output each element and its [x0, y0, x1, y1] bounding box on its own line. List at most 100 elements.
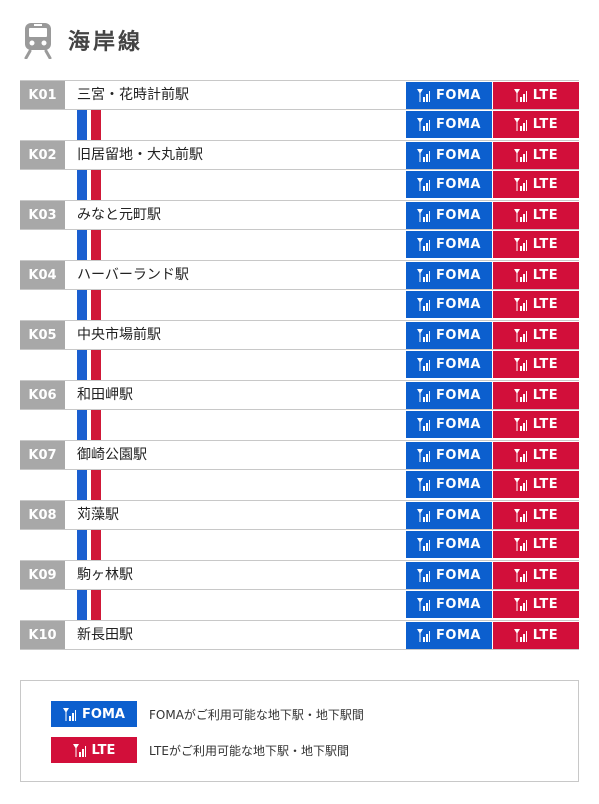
train-icon — [24, 23, 52, 59]
signal-icon — [513, 538, 527, 551]
foma-label: FOMA — [436, 568, 481, 583]
lte-label: LTE — [532, 568, 559, 583]
lte-label: LTE — [532, 357, 559, 372]
signal-icon — [417, 329, 431, 342]
signal-icon — [513, 598, 527, 611]
station-code: K05 — [20, 321, 65, 349]
lte-badge: LTE — [493, 171, 579, 198]
foma-stripe — [77, 410, 87, 440]
line-stripes — [77, 530, 101, 560]
station-code: K08 — [20, 501, 65, 529]
signal-icon — [417, 209, 431, 222]
line-stripes — [77, 230, 101, 260]
lte-stripe — [91, 110, 101, 140]
lte-label: LTE — [532, 537, 559, 552]
station-row: K07 御崎公園駅 FOMA LTE — [20, 440, 579, 470]
lte-label: LTE — [532, 628, 559, 643]
lte-stripe — [91, 590, 101, 620]
station-row: K05 中央市場前駅 FOMA LTE — [20, 320, 579, 350]
lte-label: LTE — [532, 417, 559, 432]
foma-stripe — [77, 290, 87, 320]
foma-label: FOMA — [436, 357, 481, 372]
foma-label: FOMA — [436, 448, 481, 463]
station-name: 新長田駅 — [77, 627, 133, 643]
lte-label: LTE — [532, 448, 559, 463]
lte-stripe — [91, 530, 101, 560]
signal-icon — [417, 629, 431, 642]
section-row: FOMA LTE — [20, 410, 579, 440]
station-row: K06 和田岬駅 FOMA LTE — [20, 380, 579, 410]
section-row: FOMA LTE — [20, 110, 579, 140]
foma-badge: FOMA — [406, 202, 492, 229]
foma-badge: FOMA — [406, 531, 492, 558]
signal-icon — [513, 178, 527, 191]
signal-icon — [513, 478, 527, 491]
station-row: K08 苅藻駅 FOMA LTE — [20, 500, 579, 530]
lte-label: LTE — [532, 148, 559, 163]
lte-label: LTE — [91, 742, 116, 758]
signal-icon — [513, 209, 527, 222]
lte-badge: LTE — [493, 262, 579, 289]
signal-icon — [417, 178, 431, 191]
foma-badge: FOMA — [406, 351, 492, 378]
foma-label: FOMA — [436, 88, 481, 103]
section-row: FOMA LTE — [20, 170, 579, 200]
foma-label: FOMA — [436, 417, 481, 432]
section-row: FOMA LTE — [20, 590, 579, 620]
station-code: K04 — [20, 261, 65, 289]
section-row: FOMA LTE — [20, 290, 579, 320]
foma-badge: FOMA — [406, 442, 492, 469]
legend: FOMA FOMAがご利用可能な地下駅・地下駅間 LTE LTEがご利用可能な地… — [20, 680, 579, 782]
lte-badge: LTE — [493, 202, 579, 229]
station-name: 苅藻駅 — [77, 507, 119, 523]
legend-foma-text: FOMAがご利用可能な地下駅・地下駅間 — [149, 707, 364, 722]
foma-badge: FOMA — [406, 171, 492, 198]
section-row: FOMA LTE — [20, 530, 579, 560]
signal-icon — [513, 238, 527, 251]
lte-badge: LTE — [493, 471, 579, 498]
lte-label: LTE — [532, 597, 559, 612]
station-list: K01 三宮・花時計前駅 FOMA LTE FOMA LTE K02 旧居留地・大丸前駅 FOM… — [20, 80, 579, 650]
foma-badge: FOMA — [406, 231, 492, 258]
lte-badge: LTE — [493, 111, 579, 138]
foma-label: FOMA — [436, 508, 481, 523]
foma-label: FOMA — [436, 477, 481, 492]
foma-stripe — [77, 530, 87, 560]
foma-label: FOMA — [436, 208, 481, 223]
station-code: K09 — [20, 561, 65, 589]
line-stripes — [77, 590, 101, 620]
lte-stripe — [91, 230, 101, 260]
signal-icon — [417, 358, 431, 371]
signal-icon — [417, 418, 431, 431]
station-code: K06 — [20, 381, 65, 409]
signal-icon — [513, 509, 527, 522]
foma-badge: FOMA — [406, 471, 492, 498]
signal-icon — [417, 449, 431, 462]
signal-icon — [417, 538, 431, 551]
lte-badge: LTE — [493, 231, 579, 258]
signal-icon — [417, 478, 431, 491]
signal-icon — [513, 389, 527, 402]
station-code: K02 — [20, 141, 65, 169]
foma-stripe — [77, 110, 87, 140]
page-title: 海岸線 — [68, 30, 144, 55]
lte-badge: LTE — [493, 82, 579, 109]
foma-label: FOMA — [436, 297, 481, 312]
foma-badge: FOMA — [406, 111, 492, 138]
signal-icon — [417, 89, 431, 102]
lte-label: LTE — [532, 177, 559, 192]
station-name: ハーバーランド駅 — [77, 267, 189, 283]
signal-icon — [513, 149, 527, 162]
line-stripes — [77, 470, 101, 500]
signal-icon — [513, 269, 527, 282]
lte-badge: LTE — [493, 591, 579, 618]
section-row: FOMA LTE — [20, 230, 579, 260]
line-stripes — [77, 350, 101, 380]
foma-badge: FOMA — [406, 322, 492, 349]
foma-badge: FOMA — [406, 142, 492, 169]
signal-icon — [63, 707, 77, 721]
lte-badge: LTE — [493, 622, 579, 649]
line-stripes — [77, 170, 101, 200]
lte-label: LTE — [532, 88, 559, 103]
foma-badge: FOMA — [406, 562, 492, 589]
